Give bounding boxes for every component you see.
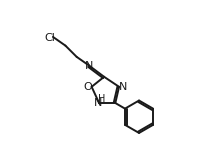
Text: Cl: Cl <box>45 33 56 43</box>
Text: O: O <box>84 81 93 92</box>
Text: N: N <box>94 98 103 108</box>
Text: N: N <box>119 81 127 92</box>
Text: H: H <box>98 94 105 104</box>
Text: N: N <box>85 61 93 71</box>
